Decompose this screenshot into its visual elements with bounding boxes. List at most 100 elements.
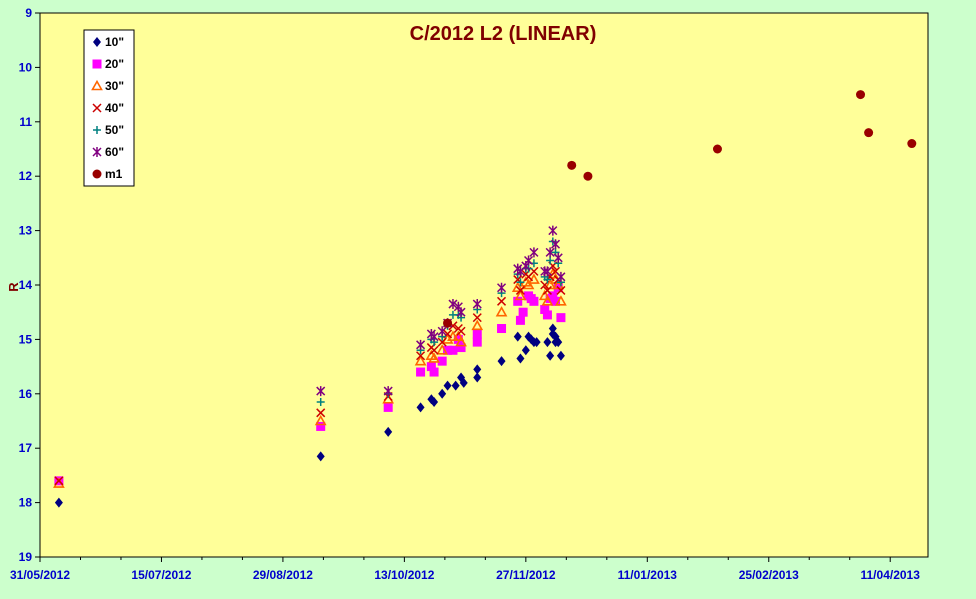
- legend-marker: [93, 126, 101, 134]
- data-point: [583, 171, 593, 181]
- data-point: [456, 326, 466, 336]
- legend-marker: [92, 103, 102, 113]
- x-tick-label: 27/11/2012: [496, 568, 556, 582]
- x-tick-label: 11/04/2013: [861, 568, 921, 582]
- chart-marks: [53, 90, 917, 508]
- chart-title: C/2012 L2 (LINEAR): [410, 23, 597, 45]
- data-point: [521, 345, 530, 356]
- data-point: [443, 380, 452, 391]
- data-point: [428, 352, 440, 363]
- data-point: [316, 397, 325, 406]
- data-point: [414, 355, 427, 366]
- data-point: [316, 451, 325, 462]
- legend-label: 20": [105, 57, 124, 71]
- legend-label: 60": [105, 145, 124, 159]
- data-point: [54, 497, 63, 508]
- data-point: [856, 90, 866, 100]
- data-point: [437, 337, 447, 347]
- data-point: [316, 408, 326, 418]
- plot-area: [39, 12, 929, 558]
- y-tick-label: 14: [19, 278, 33, 292]
- data-point: [548, 291, 558, 301]
- data-point: [516, 278, 525, 287]
- data-point: [497, 282, 507, 293]
- data-point: [316, 386, 326, 397]
- data-point: [436, 344, 449, 355]
- data-point: [452, 330, 465, 341]
- x-tick-label: 15/07/2012: [131, 568, 191, 582]
- data-point: [907, 139, 917, 149]
- series-1: [54, 323, 565, 508]
- data-point: [448, 345, 458, 355]
- data-point: [543, 337, 552, 348]
- legend-label: 10": [105, 35, 124, 49]
- data-point: [443, 318, 453, 328]
- data-point: [497, 356, 506, 367]
- x-tick-label: 25/02/2013: [739, 568, 799, 582]
- data-point: [426, 362, 436, 372]
- data-point: [529, 247, 539, 258]
- data-point: [511, 281, 524, 293]
- data-point: [473, 372, 482, 383]
- data-point: [383, 402, 393, 412]
- data-point: [556, 350, 565, 361]
- y-tick-label: 15: [19, 332, 33, 346]
- data-point: [522, 278, 535, 290]
- data-point: [555, 295, 567, 306]
- data-point: [513, 331, 522, 342]
- data-point: [545, 247, 555, 258]
- data-point: [451, 380, 460, 391]
- data-point: [455, 335, 467, 347]
- data-point: [546, 350, 555, 361]
- legend-box: [83, 29, 135, 187]
- x-tick-label: 31/05/2012: [10, 568, 70, 582]
- y-tick-label: 19: [19, 550, 33, 564]
- data-point: [473, 364, 482, 375]
- data-point: [472, 313, 482, 323]
- series-7: [443, 90, 917, 328]
- data-point: [518, 307, 528, 317]
- data-point: [472, 299, 482, 310]
- data-point: [384, 426, 393, 437]
- data-point: [438, 388, 447, 399]
- data-point: [548, 225, 558, 236]
- data-point: [443, 345, 453, 355]
- legend-marker: [92, 147, 102, 157]
- legend: 10" 20" 30" 40" 50" 60" m1: [83, 29, 135, 187]
- data-point: [515, 315, 525, 325]
- data-point: [542, 310, 552, 320]
- data-point: [542, 285, 552, 295]
- data-point: [554, 337, 563, 348]
- legend-marker: [92, 59, 102, 69]
- data-point: [316, 421, 326, 431]
- data-point: [429, 331, 439, 342]
- y-tick-label: 17: [19, 441, 33, 455]
- legend-marker: [92, 169, 102, 179]
- data-point: [471, 319, 484, 331]
- data-point: [515, 285, 525, 295]
- data-point: [556, 313, 566, 323]
- legend-label: 40": [105, 101, 124, 115]
- x-tick-label: 11/01/2013: [618, 568, 678, 582]
- data-point: [541, 295, 554, 306]
- data-point: [567, 160, 577, 170]
- data-point: [448, 299, 458, 310]
- data-point: [532, 337, 541, 348]
- data-point: [497, 324, 507, 334]
- data-point: [529, 296, 539, 306]
- data-point: [416, 367, 426, 377]
- data-point: [437, 326, 447, 337]
- legend-label: m1: [105, 167, 123, 181]
- legend-marker: [91, 79, 103, 91]
- data-point: [437, 356, 447, 366]
- data-point: [314, 414, 327, 426]
- data-point: [546, 256, 555, 265]
- series-4: [54, 261, 566, 486]
- data-point: [538, 289, 551, 301]
- data-point: [514, 289, 527, 301]
- data-point: [472, 337, 482, 347]
- data-point: [456, 307, 466, 318]
- data-point: [429, 345, 439, 355]
- data-point: [430, 396, 439, 407]
